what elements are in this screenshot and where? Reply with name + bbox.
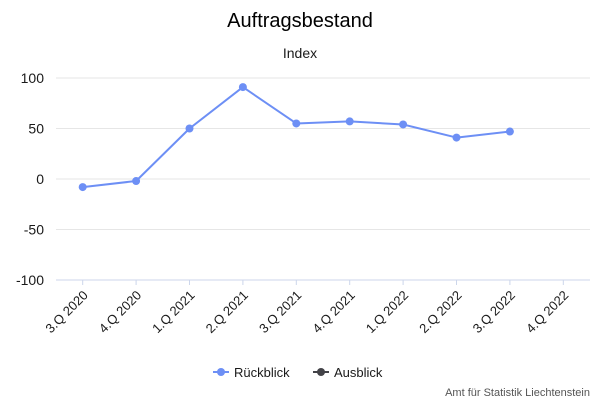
x-tick-label: 4.Q 2020	[96, 288, 144, 336]
x-tick-label: 3.Q 2021	[256, 288, 304, 336]
x-tick-label: 2.Q 2021	[203, 288, 251, 336]
data-point[interactable]	[345, 117, 354, 126]
y-tick-label: 100	[21, 70, 45, 86]
legend-item[interactable]: Ausblick	[313, 365, 383, 380]
x-tick-label: 4.Q 2021	[309, 288, 357, 336]
y-tick-label: 0	[36, 171, 44, 187]
y-tick-label: -50	[24, 222, 44, 238]
x-tick-label: 1.Q 2022	[363, 288, 411, 336]
y-tick-label: -100	[16, 272, 44, 288]
y-tick-label: 50	[28, 121, 44, 137]
gridlines	[56, 77, 590, 281]
legend-item[interactable]: Rückblick	[213, 365, 290, 380]
legend-label: Rückblick	[234, 365, 290, 380]
chart-title: Auftragsbestand	[227, 10, 373, 32]
x-tick-label: 2.Q 2022	[416, 288, 464, 336]
data-point[interactable]	[399, 120, 408, 129]
x-tick-label: 3.Q 2022	[470, 288, 518, 336]
data-point[interactable]	[78, 183, 87, 192]
data-point[interactable]	[132, 177, 141, 186]
data-point[interactable]	[292, 119, 301, 128]
x-tick-label: 1.Q 2021	[149, 288, 197, 336]
chart-subtitle: Index	[283, 45, 317, 61]
data-point[interactable]	[185, 124, 194, 133]
series-line[interactable]	[81, 86, 511, 189]
legend-marker	[317, 368, 325, 376]
legend-label: Ausblick	[334, 365, 383, 380]
data-point[interactable]	[452, 133, 461, 142]
data-point[interactable]	[505, 127, 514, 136]
x-tick-label: 3.Q 2020	[42, 288, 90, 336]
data-point[interactable]	[238, 83, 247, 92]
y-axis-ticks: 100 50 0 -50 -100	[16, 70, 44, 288]
x-axis-ticks: 3.Q 2020 4.Q 2020 1.Q 2021 2.Q 2021 3.Q 2021…	[42, 280, 571, 336]
legend[interactable]: Rückblick Ausblick	[213, 365, 383, 380]
credits[interactable]: Amt für Statistik Liechtenstein	[445, 387, 590, 399]
series-layer	[78, 83, 514, 192]
legend-marker	[217, 368, 225, 376]
x-tick-label: 4.Q 2022	[523, 288, 571, 336]
